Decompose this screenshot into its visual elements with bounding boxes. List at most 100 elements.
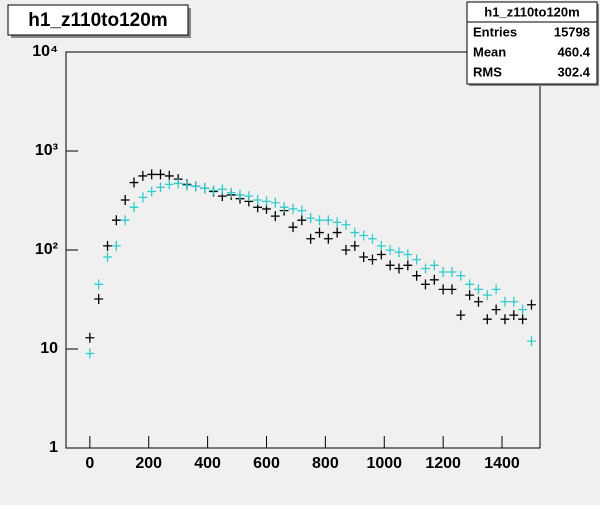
data-point [509, 296, 519, 307]
title-box [7, 4, 189, 36]
data-point [429, 260, 439, 271]
data-point [306, 213, 316, 224]
x-tick-label: 1000 [366, 455, 402, 472]
data-point [429, 274, 439, 285]
data-point [456, 270, 466, 281]
data-point [368, 233, 377, 244]
data-point [306, 233, 316, 244]
y-tick-label: 10³ [35, 142, 58, 159]
data-point [447, 284, 457, 295]
data-point [527, 299, 536, 310]
data-point [147, 186, 157, 197]
data-point [270, 197, 280, 208]
y-tick-label: 10⁴ [32, 43, 58, 60]
data-point [164, 170, 174, 181]
data-point [138, 170, 148, 181]
data-point [85, 332, 95, 343]
y-tick-label: 1 [49, 439, 58, 456]
data-point [394, 247, 404, 258]
data-point [129, 202, 139, 213]
data-point [235, 189, 245, 200]
data-point [147, 169, 157, 180]
stats-label: RMS [473, 64, 502, 79]
data-point [376, 249, 386, 260]
data-point [262, 196, 271, 207]
data-point [394, 263, 404, 274]
data-point [297, 215, 307, 226]
stats-label: Entries [473, 24, 517, 39]
data-point [368, 254, 377, 265]
x-tick-label: 400 [194, 455, 221, 472]
data-point [164, 179, 174, 190]
data-point [200, 183, 210, 194]
x-tick-label: 1400 [484, 455, 520, 472]
data-point [341, 219, 351, 230]
chart-title: h1_z110to120m [28, 10, 167, 31]
data-point [332, 217, 342, 228]
data-point [111, 215, 121, 226]
data-point [412, 270, 422, 281]
data-point [500, 296, 510, 307]
data-point [376, 240, 386, 251]
stats-title: h1_z110to120m [484, 4, 579, 19]
data-point [129, 177, 139, 188]
data-point [270, 211, 280, 222]
data-point [253, 194, 263, 205]
data-point [350, 227, 360, 238]
data-point [518, 314, 528, 325]
data-point [456, 310, 466, 321]
data-point [111, 240, 121, 251]
data-point [482, 314, 492, 325]
data-point [385, 260, 395, 271]
data-point [491, 304, 501, 315]
stats-value: 15798 [554, 24, 590, 39]
x-tick-label: 200 [135, 455, 162, 472]
data-point [350, 240, 360, 251]
x-tick-label: 600 [253, 455, 280, 472]
data-point [173, 178, 183, 189]
data-point [403, 249, 413, 260]
data-point [288, 222, 298, 233]
data-point [438, 266, 448, 277]
data-point [288, 203, 298, 214]
data-point [120, 194, 130, 205]
data-point [500, 314, 510, 325]
data-point [315, 215, 324, 226]
data-point [447, 266, 457, 277]
data-point [297, 205, 307, 216]
data-point [120, 215, 130, 226]
data-point [182, 180, 192, 191]
data-point [509, 310, 519, 321]
data-point [156, 182, 165, 193]
data-point [465, 290, 475, 301]
data-point [518, 304, 528, 315]
data-point [279, 202, 289, 213]
data-point [491, 284, 501, 295]
data-point [85, 348, 95, 359]
stats-label: Mean [473, 44, 506, 59]
data-point [465, 279, 475, 290]
data-point [94, 279, 104, 290]
data-point [359, 230, 369, 241]
data-point [341, 245, 351, 255]
x-tick-label: 800 [312, 455, 339, 472]
data-point [191, 181, 201, 192]
data-point [244, 191, 254, 202]
data-point [438, 284, 448, 295]
data-point [217, 184, 227, 195]
data-point [103, 240, 112, 251]
data-point [403, 260, 413, 271]
data-point [226, 187, 236, 198]
data-point [421, 263, 430, 274]
stats-box [466, 1, 598, 85]
data-point [209, 185, 218, 196]
data-point [359, 251, 369, 262]
data-point [138, 192, 148, 203]
stats-value: 302.4 [557, 64, 590, 79]
data-point [385, 245, 395, 255]
stats-value: 460.4 [557, 44, 590, 59]
data-point [412, 254, 422, 265]
data-point [421, 279, 430, 290]
data-point [332, 227, 342, 238]
y-tick-label: 10 [40, 340, 58, 357]
